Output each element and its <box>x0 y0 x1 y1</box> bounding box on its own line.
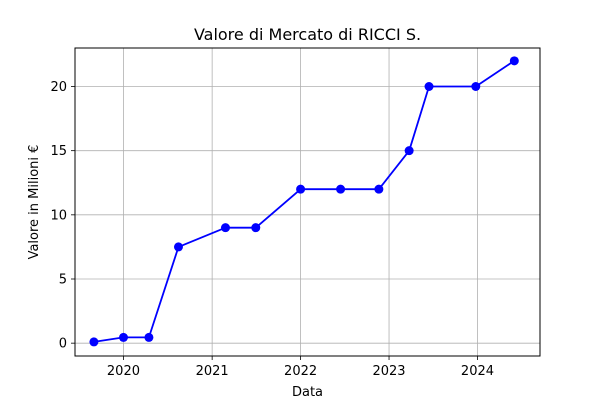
data-point <box>374 184 384 194</box>
data-point <box>424 82 434 91</box>
plot-area-frame <box>74 47 541 357</box>
chart-title: Valore di Mercato di RICCI S. <box>194 25 421 44</box>
y-tick-label: 15 <box>50 144 67 159</box>
data-point <box>144 332 154 342</box>
y-axis-label: Valore in Milioni € <box>27 145 42 260</box>
data-point <box>220 223 230 233</box>
y-tick-label: 0 <box>59 337 67 352</box>
data-point <box>118 332 128 342</box>
data-point <box>336 184 346 194</box>
x-tick-label: 2021 <box>196 364 229 379</box>
x-tick-label: 2022 <box>284 364 317 379</box>
data-point <box>296 184 306 194</box>
series-line <box>93 60 515 343</box>
data-point <box>251 223 261 233</box>
data-point <box>404 146 414 156</box>
y-tick-label: 20 <box>50 80 67 95</box>
data-point <box>509 56 519 66</box>
x-tick-label: 2020 <box>107 364 140 379</box>
data-point <box>89 337 99 347</box>
x-tick-label: 2023 <box>372 364 405 379</box>
x-tick-label: 2024 <box>461 364 494 379</box>
grid-lines <box>75 48 540 356</box>
data-series <box>89 56 519 347</box>
data-point <box>173 242 183 252</box>
y-axis-ticks: 0 5 10 15 20 <box>50 80 75 352</box>
x-axis-label: Data <box>292 385 323 400</box>
y-tick-label: 10 <box>50 208 67 223</box>
data-point <box>471 82 481 91</box>
y-tick-label: 5 <box>59 273 67 288</box>
x-axis-ticks: 2020 2021 2022 2023 2024 <box>107 356 494 379</box>
